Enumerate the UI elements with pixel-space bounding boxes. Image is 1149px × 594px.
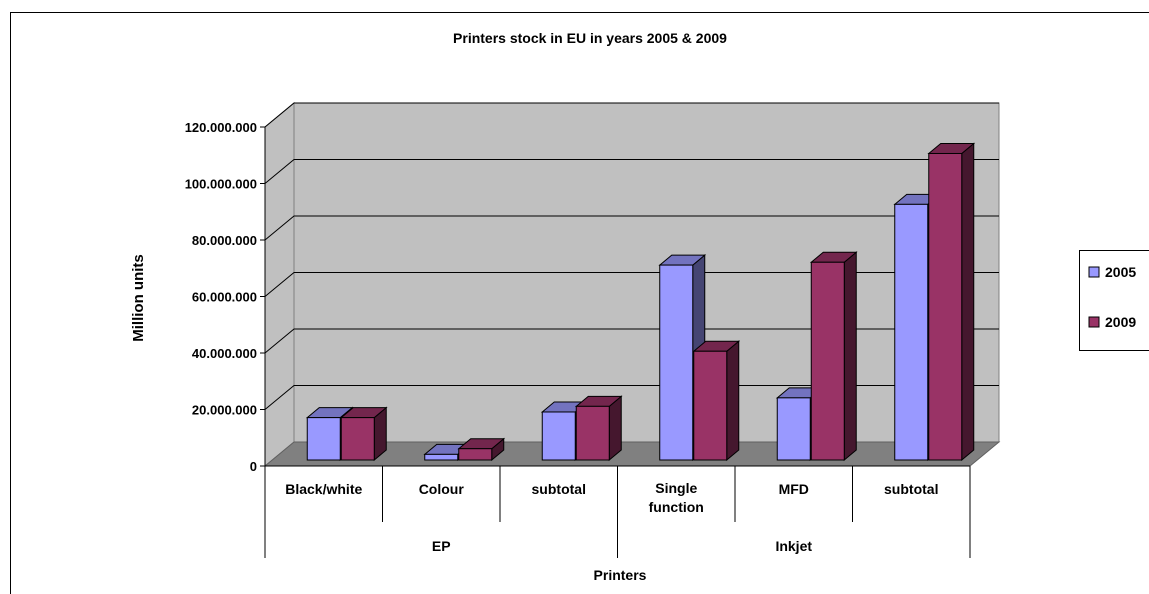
bar-side	[843, 251, 857, 462]
x-category-label: subtotal	[884, 481, 938, 497]
gridline	[264, 328, 999, 354]
bar-2009-3	[692, 340, 741, 462]
x-group-label: Inkjet	[775, 538, 812, 554]
chart-title: Printers stock in EU in years 2005 & 200…	[453, 30, 727, 46]
bar-side	[608, 395, 622, 462]
bar-front	[810, 261, 845, 461]
bar-front	[894, 203, 929, 461]
y-tick-label: 20.000.000	[192, 403, 257, 418]
x-category-label: Colour	[419, 481, 465, 497]
bar-front	[575, 405, 610, 461]
y-tick-label: 40.000.000	[192, 346, 257, 361]
gridline	[264, 159, 999, 184]
gridline	[264, 272, 999, 297]
y-tick-label: 100.000.000	[185, 177, 257, 192]
y-tick-label: 60.000.000	[192, 290, 257, 305]
gridline	[264, 385, 999, 410]
bar-side	[726, 340, 740, 462]
bar-2009-1	[457, 437, 506, 462]
chart-border	[10, 12, 1149, 594]
legend-label: 2005	[1105, 264, 1136, 280]
x-group-label: EP	[432, 538, 451, 554]
bar-front	[659, 264, 694, 461]
y-tick-label: 80.000.000	[192, 233, 257, 248]
bar-front	[776, 397, 811, 461]
bar-2009-0	[339, 406, 388, 462]
x-category-label-line: function	[649, 499, 704, 515]
bar-2009-4	[809, 251, 858, 462]
gridline	[264, 102, 999, 128]
bar-front	[424, 453, 459, 461]
bar-front	[928, 152, 963, 461]
y-tick-label: 120.000.000	[185, 120, 257, 135]
x-category-label: Black/white	[285, 481, 362, 497]
bar-front	[458, 448, 493, 461]
bar-front	[693, 350, 728, 461]
y-tick-label: 0	[250, 459, 257, 474]
bar-front	[306, 417, 341, 461]
x-category-label: subtotal	[532, 481, 586, 497]
legend-label: 2009	[1105, 314, 1136, 330]
y-axis-title: Million units	[130, 254, 147, 342]
legend-swatch-2009	[1088, 316, 1100, 328]
legend-swatch-2005	[1088, 266, 1100, 278]
bar-front	[541, 411, 576, 461]
bar-2009-2	[574, 395, 623, 462]
bar-front	[340, 417, 375, 461]
gridline	[264, 215, 999, 241]
x-category-label: Single function	[649, 480, 704, 515]
x-category-label: MFD	[779, 481, 809, 497]
bar-side	[961, 142, 975, 462]
x-category-label-line: Single	[655, 480, 697, 496]
legend-box	[1079, 250, 1149, 351]
bar-2009-5	[927, 142, 976, 462]
x-axis-title: Printers	[594, 567, 647, 583]
